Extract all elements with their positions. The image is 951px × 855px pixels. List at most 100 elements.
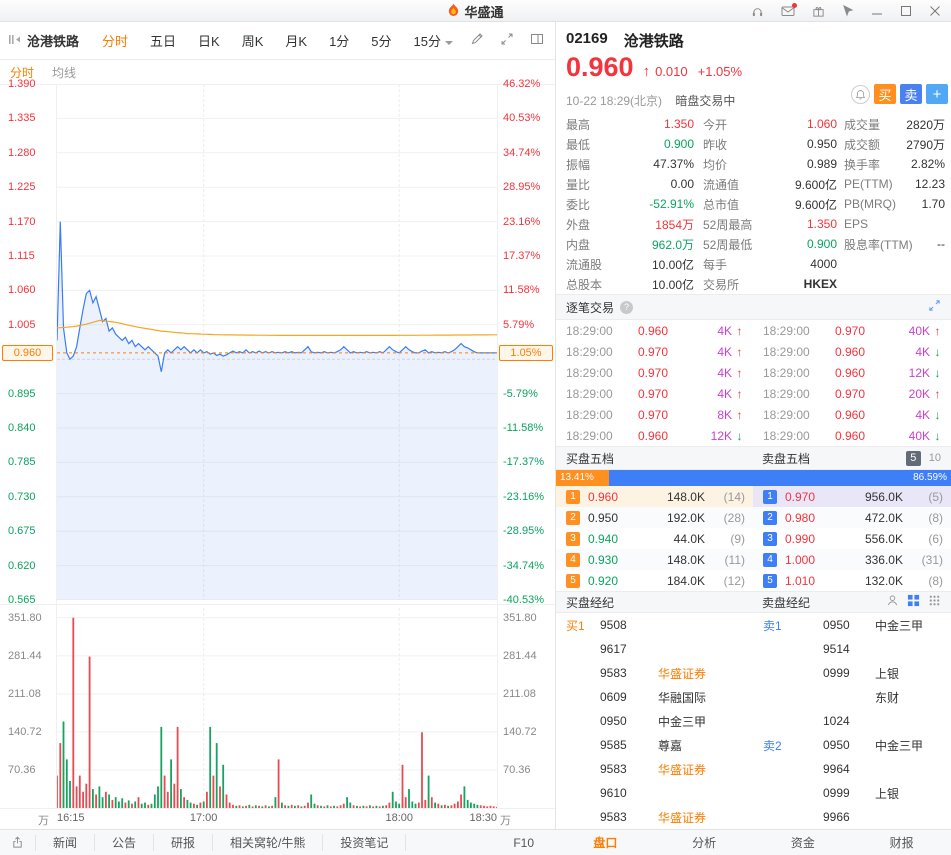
- period-tab-5分[interactable]: 5分: [371, 34, 392, 49]
- legend-item-0[interactable]: 分时: [10, 65, 35, 80]
- bid-broker-row: 0950 中金三甲: [556, 709, 753, 733]
- panel-tab-资金[interactable]: 资金: [790, 836, 815, 850]
- stat-value: 9.600亿: [794, 177, 837, 192]
- stat-value: 1.350: [663, 117, 694, 131]
- tab-f10[interactable]: F10: [513, 835, 534, 850]
- broker-grid-icon[interactable]: [907, 594, 920, 610]
- alert-bell-icon[interactable]: [851, 84, 870, 104]
- tick-list-left: 18:29:00 0.960 4K ↑ 18:29:00 0.970 4K ↑ 18:29:00…: [556, 320, 753, 446]
- depth-volume: 336.0K: [864, 552, 903, 567]
- volume-axis-label: 211.08: [503, 687, 536, 700]
- period-tab-1分[interactable]: 1分: [329, 34, 350, 49]
- bid-depth-row[interactable]: 5 0.920 184.0K (12): [556, 570, 753, 591]
- minimize-button[interactable]: [871, 5, 883, 17]
- stock-code: 02169: [566, 30, 608, 47]
- close-button[interactable]: [929, 5, 941, 17]
- price-chart[interactable]: [56, 83, 497, 601]
- panel-tab-盘口[interactable]: 盘口: [593, 836, 618, 850]
- broker-name: 尊嘉: [658, 738, 683, 753]
- layout-switch-icon[interactable]: [530, 32, 544, 49]
- bottom-tab-4[interactable]: 投资笔记: [323, 834, 407, 851]
- pointer-share-icon[interactable]: [842, 5, 854, 17]
- volume-axis-label: 281.44: [8, 649, 42, 662]
- stat-label: 量比: [566, 177, 591, 192]
- stat-value: 2.82%: [910, 157, 945, 171]
- broker-code: 9617: [600, 642, 627, 656]
- percent-axis-label: 17.37%: [503, 250, 541, 262]
- tick-time: 18:29:00: [763, 344, 810, 359]
- stat-流通股: 流通股 10.00亿: [566, 254, 694, 274]
- panel-tab-财报[interactable]: 财报: [889, 836, 914, 850]
- stat-value: 0.900: [806, 237, 837, 251]
- draw-pencil-icon[interactable]: [470, 32, 484, 49]
- depth-toggle-5[interactable]: 5: [905, 450, 921, 466]
- buy-button[interactable]: 买: [874, 84, 896, 104]
- tick-up-arrow-icon: ↑: [934, 386, 941, 401]
- period-tab-月K[interactable]: 月K: [285, 34, 308, 49]
- tick-expand-icon[interactable]: [928, 299, 941, 315]
- tick-quantity: 4K: [717, 386, 732, 401]
- ask-depth-row[interactable]: 4 1.000 336.0K (31): [753, 549, 951, 570]
- ask-depth-row[interactable]: 1 0.970 956.0K (5): [753, 486, 951, 507]
- share-upload-icon[interactable]: [0, 834, 36, 851]
- depth-level-badge: 4: [566, 552, 580, 567]
- broker-more-icon[interactable]: [928, 594, 941, 610]
- ask-depth-row[interactable]: 2 0.980 472.0K (8): [753, 507, 951, 528]
- bottom-tab-2[interactable]: 研报: [154, 834, 214, 851]
- broker-name: 上银: [875, 666, 900, 681]
- tick-down-arrow-icon: ↓: [934, 428, 941, 443]
- period-tab-周K[interactable]: 周K: [241, 34, 264, 49]
- tick-down-arrow-icon: ↓: [934, 407, 941, 422]
- bottom-tab-1[interactable]: 公告: [95, 834, 155, 851]
- depth-price: 1.000: [785, 552, 816, 567]
- price-axis-label: 0.785: [8, 456, 36, 469]
- fullscreen-expand-icon[interactable]: [500, 32, 514, 49]
- price-axis-label: 0.620: [8, 559, 36, 572]
- time-label-18:30: 18:30: [469, 812, 497, 824]
- stat-value: 1.70: [921, 197, 945, 211]
- depth-price: 0.950: [588, 510, 619, 525]
- ask-broker-row: 卖2 0950 中金三甲: [753, 733, 951, 757]
- tick-price: 0.960: [637, 428, 668, 443]
- bid-depth-row[interactable]: 4 0.930 148.0K (11): [556, 549, 753, 570]
- time-label-16:15: 16:15: [57, 812, 85, 824]
- help-question-icon[interactable]: ?: [620, 300, 634, 314]
- support-headset-icon[interactable]: [751, 5, 764, 18]
- broker-user-icon[interactable]: [886, 594, 899, 610]
- collapse-panel-icon[interactable]: [8, 33, 21, 49]
- depth-toggle-10[interactable]: 10: [928, 452, 941, 464]
- period-tab-日K[interactable]: 日K: [198, 34, 220, 49]
- ask-depth-row[interactable]: 5 1.010 132.0K (8): [753, 570, 951, 591]
- bottom-tab-3[interactable]: 相关窝轮/牛熊: [213, 834, 324, 851]
- panel-tab-分析[interactable]: 分析: [692, 836, 717, 850]
- bid-depth-row[interactable]: 1 0.960 148.0K (14): [556, 486, 753, 507]
- stat-最低: 最低 0.900: [566, 134, 694, 154]
- tick-row: 18:29:00 0.960 4K ↓: [753, 341, 951, 362]
- period-tab-15分[interactable]: 15分: [403, 31, 464, 50]
- depth-level-badge: 4: [763, 552, 777, 567]
- stat-label: 流通股: [566, 257, 603, 272]
- stat-value: 1.350: [806, 217, 837, 231]
- volume-chart[interactable]: [56, 608, 498, 808]
- legend-item-1[interactable]: 均线: [52, 65, 77, 80]
- gift-icon[interactable]: [812, 5, 825, 18]
- bid-depth-row[interactable]: 3 0.940 44.0K (9): [556, 528, 753, 549]
- tick-up-arrow-icon: ↑: [934, 323, 941, 338]
- depth-order-count: (14): [723, 489, 745, 504]
- broker-code: 9583: [600, 762, 627, 776]
- period-tab-五日[interactable]: 五日: [150, 34, 177, 49]
- bid-depth-row[interactable]: 2 0.950 192.0K (28): [556, 507, 753, 528]
- maximize-button[interactable]: [900, 5, 912, 17]
- period-tab-分时[interactable]: 分时: [102, 34, 129, 49]
- percent-axis-label: -17.37%: [503, 456, 544, 469]
- bottom-tab-0[interactable]: 新闻: [36, 834, 96, 851]
- broker-code: 1024: [823, 714, 850, 728]
- ask-depth-row[interactable]: 3 0.990 556.0K (6): [753, 528, 951, 549]
- mail-icon[interactable]: [781, 3, 797, 17]
- tick-row: 18:29:00 0.970 40K ↑: [753, 320, 951, 341]
- dropdown-caret-icon: [445, 41, 453, 49]
- sell-button[interactable]: 卖: [900, 84, 922, 104]
- add-watchlist-button[interactable]: +: [926, 84, 948, 104]
- price-change-percent: +1.05%: [697, 64, 743, 79]
- broker-code: 9583: [600, 666, 627, 680]
